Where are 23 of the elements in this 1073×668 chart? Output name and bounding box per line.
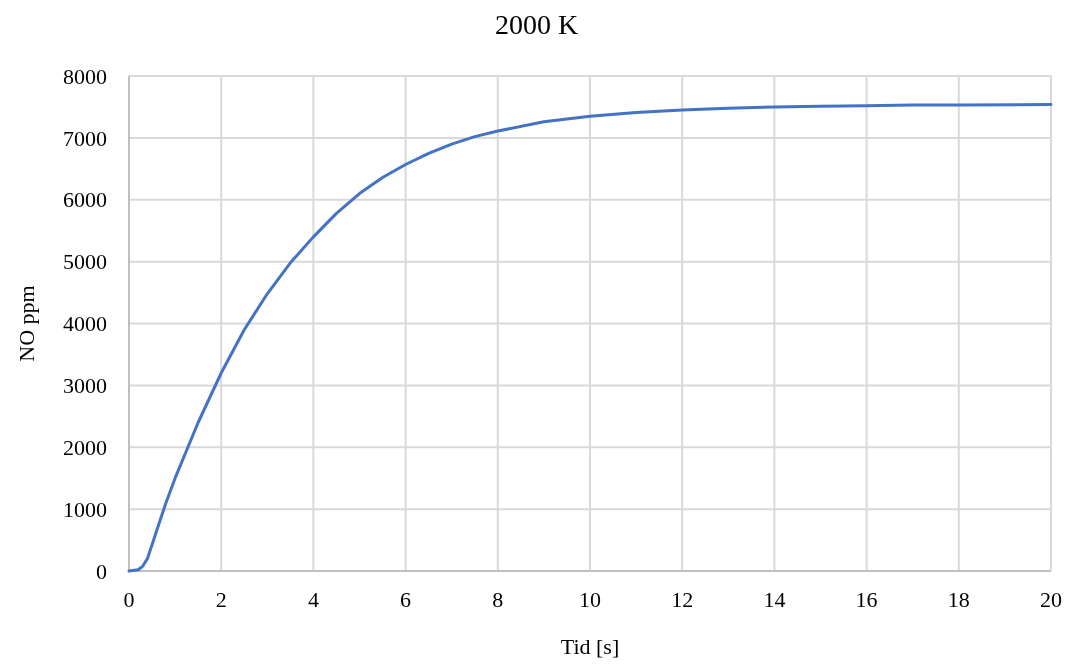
x-tick-label: 14	[763, 587, 786, 612]
x-tick-label: 20	[1040, 587, 1062, 612]
x-tick-label: 4	[307, 587, 319, 612]
chart-title: 2000 K	[494, 9, 579, 40]
y-tick-label: 1000	[63, 496, 107, 522]
y-tick-label: 8000	[63, 63, 107, 89]
x-tick-label: 8	[492, 587, 504, 612]
x-axis-title: Tid [s]	[560, 634, 620, 659]
y-tick-label: 4000	[63, 311, 107, 337]
y-tick-label: 6000	[63, 187, 107, 213]
y-tick-label: 2000	[63, 434, 107, 460]
y-tick-label: 7000	[63, 125, 107, 151]
y-axis-title: NO ppm	[14, 285, 39, 362]
x-tick-label: 16	[855, 587, 878, 612]
y-tick-label: 0	[96, 558, 107, 584]
y-tick-label: 3000	[63, 373, 107, 399]
x-tick-label: 12	[671, 587, 694, 612]
x-tick-label: 10	[579, 587, 601, 612]
x-tick-label: 18	[947, 587, 970, 612]
y-tick-label: 5000	[63, 249, 107, 275]
x-tick-label: 2	[215, 587, 227, 612]
x-tick-label: 6	[400, 587, 412, 612]
x-tick-label: 0	[123, 587, 135, 612]
